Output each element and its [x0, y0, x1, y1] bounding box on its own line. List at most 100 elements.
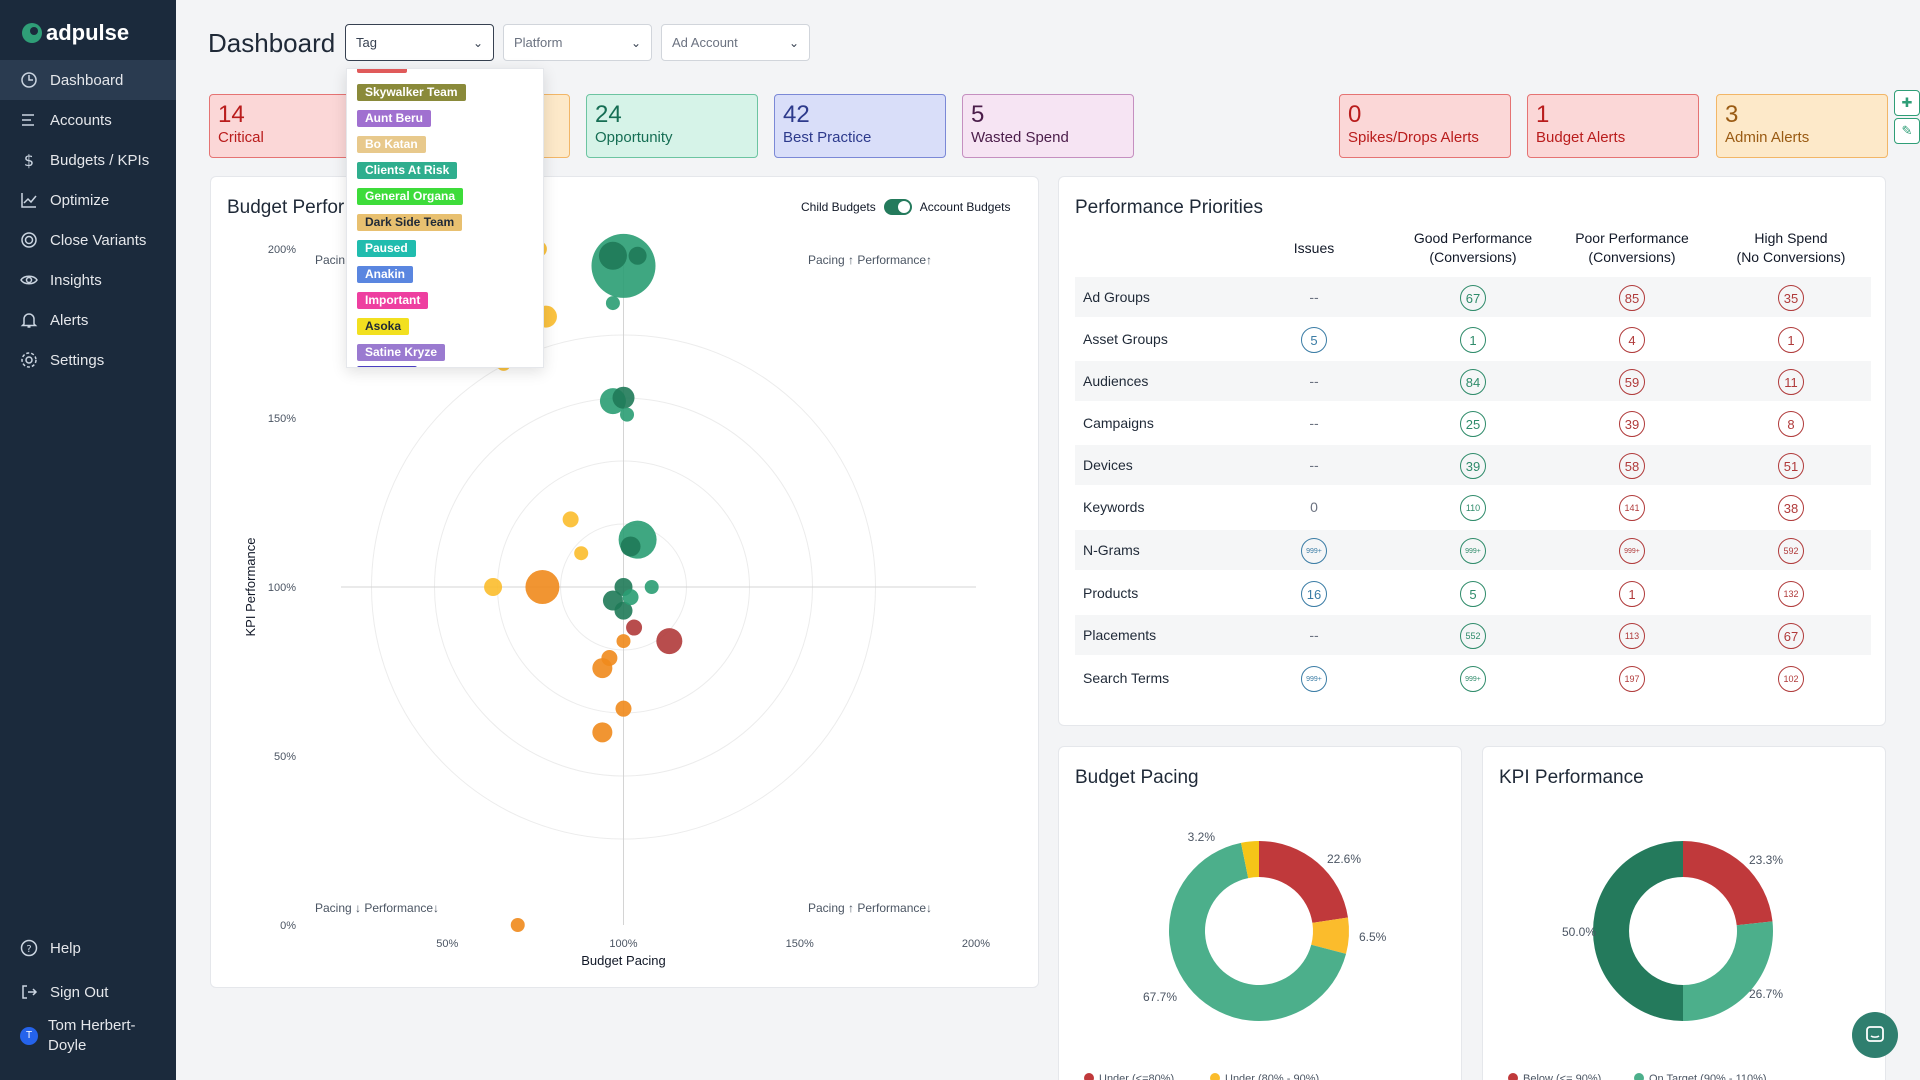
sidebar-item-close-variants[interactable]: Close Variants: [0, 220, 176, 260]
stat-card-best-practice[interactable]: 42 Best Practice: [774, 94, 946, 158]
tag-option-partial-top[interactable]: [357, 69, 407, 73]
sidebar-item-settings[interactable]: Settings: [0, 340, 176, 380]
priority-cell-poor[interactable]: 4: [1619, 327, 1645, 353]
tag-option[interactable]: Anakin: [357, 266, 414, 283]
tag-dropdown[interactable]: Skywalker Team Aunt Beru Bo Katan Clients A…: [346, 68, 544, 368]
priority-cell-poor[interactable]: 197: [1619, 666, 1645, 692]
table-row[interactable]: Ad Groups -- 67 85 35: [1075, 277, 1871, 317]
table-row[interactable]: Audiences -- 84 59 11: [1075, 361, 1871, 401]
donut-slice[interactable]: [1683, 841, 1773, 926]
budget-toggle[interactable]: [883, 199, 912, 215]
sidebar-item-dashboard[interactable]: Dashboard: [0, 60, 176, 100]
donut-slice[interactable]: [1241, 841, 1259, 879]
table-row[interactable]: Products 16 5 1 132: [1075, 573, 1871, 613]
sidebar-item-budgets-kpis[interactable]: $ Budgets / KPIs: [0, 140, 176, 180]
priority-cell-good[interactable]: 552: [1460, 623, 1486, 649]
priority-cell-good[interactable]: 84: [1460, 369, 1486, 395]
priority-cell-high[interactable]: 592: [1778, 538, 1804, 564]
tag-option[interactable]: General Organa: [357, 188, 464, 205]
signout-link[interactable]: Sign Out: [0, 972, 176, 1012]
priority-cell-poor[interactable]: 113: [1619, 623, 1645, 649]
table-row[interactable]: Placements -- 552 113 67: [1075, 615, 1871, 655]
tag-option[interactable]: Asoka: [357, 318, 410, 335]
priority-cell-poor[interactable]: 1: [1619, 581, 1645, 607]
user-profile[interactable]: T Tom Herbert- Doyle: [20, 1016, 136, 1056]
data-point: [622, 589, 639, 606]
stat-card-wasted-spend[interactable]: 5 Wasted Spend: [962, 94, 1134, 158]
priority-cell-poor[interactable]: 59: [1619, 369, 1645, 395]
help-link[interactable]: ? Help: [0, 928, 176, 968]
sidebar: adpulse Dashboard Accounts $ Budgets / KPIs…: [0, 0, 176, 1080]
sidebar-item-alerts[interactable]: Alerts: [0, 300, 176, 340]
priority-cell-high[interactable]: 38: [1778, 495, 1804, 521]
tag-option[interactable]: Important: [357, 292, 429, 309]
legend-label: On Target (90% - 110%): [1649, 1073, 1767, 1080]
stat-card-spikes-drops-alerts[interactable]: 0 Spikes/Drops Alerts: [1339, 94, 1511, 158]
account-select[interactable]: Ad Account ⌄: [661, 24, 810, 61]
stat-card-opportunity[interactable]: 24 Opportunity: [586, 94, 758, 158]
stat-card-critical[interactable]: 14 Critical: [209, 94, 351, 158]
priority-cell-high[interactable]: 1: [1778, 327, 1804, 353]
chat-icon[interactable]: [1852, 1012, 1898, 1058]
table-row[interactable]: Asset Groups 5 1 4 1: [1075, 319, 1871, 359]
table-row[interactable]: N-Grams 999+ 999+ 999+ 592: [1075, 530, 1871, 570]
priority-cell-poor[interactable]: 85: [1619, 285, 1645, 311]
tag-option[interactable]: Skywalker Team: [357, 84, 466, 101]
priority-cell-high[interactable]: 67: [1778, 623, 1804, 649]
sidebar-item-insights[interactable]: Insights: [0, 260, 176, 300]
priority-cell-high[interactable]: 35: [1778, 285, 1804, 311]
add-note-icon[interactable]: ✚: [1894, 90, 1920, 116]
priority-cell-good[interactable]: 67: [1460, 285, 1486, 311]
priority-cell-issues[interactable]: 5: [1301, 327, 1327, 353]
priority-cell-high[interactable]: 132: [1778, 581, 1804, 607]
table-row[interactable]: Search Terms 999+ 999+ 197 102: [1075, 658, 1871, 698]
stat-card-admin-alerts[interactable]: 3 Admin Alerts: [1716, 94, 1888, 158]
slice-label: 6.5%: [1359, 930, 1387, 944]
tag-option-partial-bottom[interactable]: [357, 366, 417, 367]
tag-select[interactable]: Tag ⌄: [345, 24, 494, 61]
priority-cell-good[interactable]: 1: [1460, 327, 1486, 353]
stat-card-hidden[interactable]: [540, 94, 570, 158]
edit-note-icon[interactable]: ✎: [1894, 118, 1920, 144]
logo[interactable]: adpulse: [22, 20, 129, 46]
sidebar-item-optimize[interactable]: Optimize: [0, 180, 176, 220]
priority-cell-poor[interactable]: 999+: [1619, 538, 1645, 564]
table-row[interactable]: Keywords 0 110 141 38: [1075, 487, 1871, 527]
priority-cell-good[interactable]: 999+: [1460, 538, 1486, 564]
donut-slice[interactable]: [1169, 842, 1347, 1021]
priority-cell-good[interactable]: 110: [1460, 495, 1486, 521]
priority-cell-poor[interactable]: 58: [1619, 453, 1645, 479]
priority-cell-issues: --: [1309, 627, 1319, 643]
tag-option[interactable]: Dark Side Team: [357, 214, 463, 231]
priority-cell-good[interactable]: 39: [1460, 453, 1486, 479]
tag-option[interactable]: Clients At Risk: [357, 162, 458, 179]
priority-cell-high[interactable]: 11: [1778, 369, 1804, 395]
donut-slice[interactable]: [1593, 841, 1683, 1021]
sidebar-item-accounts[interactable]: Accounts: [0, 100, 176, 140]
stat-card-budget-alerts[interactable]: 1 Budget Alerts: [1527, 94, 1699, 158]
platform-select[interactable]: Platform ⌄: [503, 24, 652, 61]
tag-option[interactable]: Bo Katan: [357, 136, 426, 153]
data-point: [562, 511, 579, 528]
priority-cell-high[interactable]: 8: [1778, 411, 1804, 437]
priority-cell-high[interactable]: 102: [1778, 666, 1804, 692]
priority-cell-good[interactable]: 5: [1460, 581, 1486, 607]
donut-slice[interactable]: [1683, 921, 1773, 1021]
priority-cell-issues[interactable]: 999+: [1301, 666, 1327, 692]
tag-option[interactable]: Satine Kryze: [357, 344, 446, 361]
priority-cell-good[interactable]: 25: [1460, 411, 1486, 437]
tag-option[interactable]: Paused: [357, 240, 416, 257]
priority-cell-poor[interactable]: 39: [1619, 411, 1645, 437]
priority-cell-issues[interactable]: 16: [1301, 581, 1327, 607]
donut-slice[interactable]: [1259, 841, 1348, 923]
priority-cell-issues[interactable]: 999+: [1301, 538, 1327, 564]
priority-cell-issues: 0: [1310, 499, 1318, 515]
donut-slice[interactable]: [1311, 917, 1349, 954]
budget-toggle-group: Child Budgets Account Budgets: [801, 199, 1010, 215]
table-row[interactable]: Devices -- 39 58 51: [1075, 445, 1871, 485]
priority-cell-good[interactable]: 999+: [1460, 666, 1486, 692]
priority-cell-poor[interactable]: 141: [1619, 495, 1645, 521]
tag-option[interactable]: Aunt Beru: [357, 110, 431, 127]
table-row[interactable]: Campaigns -- 25 39 8: [1075, 403, 1871, 443]
priority-cell-high[interactable]: 51: [1778, 453, 1804, 479]
